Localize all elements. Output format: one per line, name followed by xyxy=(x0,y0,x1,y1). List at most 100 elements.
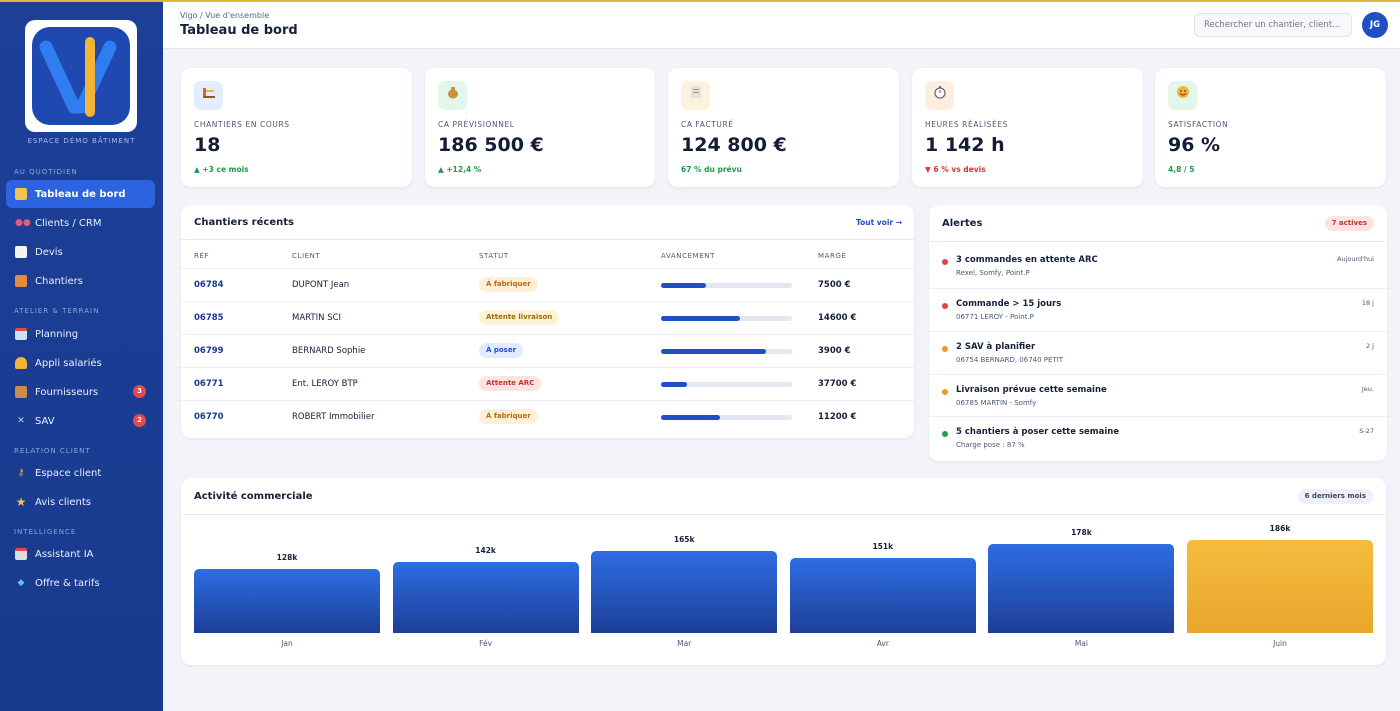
smile-icon xyxy=(1168,81,1197,110)
chart-bar-avr[interactable] xyxy=(789,557,976,633)
client-cell: MARTIN SCI xyxy=(292,313,342,323)
kpi-card: CA PRÉVISIONNEL 186 500 € ▲ +12,4 % xyxy=(425,68,655,187)
search-input[interactable] xyxy=(1194,13,1352,37)
progress-bar xyxy=(661,316,792,321)
progress-bar xyxy=(661,283,792,288)
construction-icon xyxy=(15,275,27,287)
chart-bar-mai[interactable] xyxy=(988,544,1175,633)
card-title: Activité commerciale xyxy=(194,491,313,502)
status-dot xyxy=(942,303,948,309)
period-badge[interactable]: 6 derniers mois xyxy=(1297,489,1373,504)
sidebar-item-label: Clients / CRM xyxy=(35,217,102,229)
kpi-card: CHANTIERS EN COURS 18 ▲ +3 ce mois xyxy=(181,68,412,187)
sidebar-item-avis-clients[interactable]: ★ Avis clients xyxy=(6,488,155,516)
card-title: Alertes xyxy=(942,218,983,229)
calendar-icon xyxy=(15,328,27,340)
table-row[interactable]: 06784 DUPONT Jean À fabriquer 7500 € xyxy=(181,268,914,301)
alert-item[interactable]: Commande > 15 jours 06771 LEROY - Point.… xyxy=(929,288,1387,331)
alert-detail: 06771 LEROY - Point.P xyxy=(956,313,1034,321)
section-label: RELATION CLIENT xyxy=(14,447,91,455)
alert-time: 18 j xyxy=(1361,299,1374,307)
sidebar-item-sav[interactable]: ✕ SAV 2 xyxy=(6,407,155,435)
sidebar-item-label: Chantiers xyxy=(35,275,83,287)
kpi-label: HEURES RÉALISÉES xyxy=(925,120,1009,129)
invoice-icon xyxy=(681,81,710,110)
logo-mark-icon xyxy=(32,27,130,125)
star-icon: ★ xyxy=(15,495,27,509)
sidebar-item-assistant-ia[interactable]: Assistant IA xyxy=(6,540,155,568)
status-badge: Attente livraison xyxy=(479,310,560,325)
section-label: AU QUOTIDIEN xyxy=(14,168,78,176)
view-all-link[interactable]: Tout voir → xyxy=(855,218,902,227)
bar-value-label: 165k xyxy=(673,534,695,544)
sidebar-item-devis[interactable]: Devis xyxy=(6,238,155,266)
activity-bar-chart: 128k Jan 142k Fév 165k Mar 151k Avr 178k Mai 186k J… xyxy=(181,514,1386,665)
chart-bar-mar[interactable] xyxy=(591,550,778,633)
bar-value-label: 142k xyxy=(475,546,496,555)
x-axis-tick-label: Avr xyxy=(876,639,889,648)
sidebar-item-espace-client[interactable]: ⚷ Espace client xyxy=(6,459,155,487)
alert-item[interactable]: 5 chantiers à poser cette semaine Charge… xyxy=(929,416,1387,459)
chart-bar-juin[interactable] xyxy=(1187,540,1373,633)
chart-bar-fév[interactable] xyxy=(392,562,579,633)
ref-cell[interactable]: 06785 xyxy=(194,313,224,323)
ref-cell[interactable]: 06784 xyxy=(194,280,224,290)
kpi-label: CA PRÉVISIONNEL xyxy=(438,120,515,129)
alert-item[interactable]: Livraison prévue cette semaine 06785 MAR… xyxy=(929,374,1387,417)
sidebar-item-fournisseurs[interactable]: Fournisseurs 3 xyxy=(6,378,155,406)
alert-item[interactable]: 3 commandes en attente ARC Rexel, Somfy,… xyxy=(929,245,1387,288)
alert-detail: 06785 MARTIN - Somfy xyxy=(956,399,1037,407)
sidebar-item-chantiers[interactable]: Chantiers xyxy=(6,267,155,295)
column-header[interactable]: CLIENT xyxy=(292,252,321,260)
ref-cell[interactable]: 06799 xyxy=(194,346,224,356)
kpi-value: 124 800 € xyxy=(681,134,787,156)
margin-cell: 14600 € xyxy=(818,313,857,323)
status-badge: À fabriquer xyxy=(479,409,538,424)
ref-cell[interactable]: 06770 xyxy=(194,412,224,422)
alert-detail: 06754 BERNARD, 06740 PETIT xyxy=(956,356,1064,364)
sidebar-item-clients-crm[interactable]: ●● Clients / CRM xyxy=(6,209,155,237)
key-icon: ⚷ xyxy=(17,468,25,478)
sidebar-item-planning[interactable]: Planning xyxy=(6,320,155,348)
sidebar-item-tableau-de-bord[interactable]: Tableau de bord xyxy=(6,180,155,208)
sidebar: ESPACE DÉMO BÂTIMENT AU QUOTIDIEN Tablea… xyxy=(0,0,163,711)
sidebar-item-label: Espace client xyxy=(35,467,102,479)
progress-fill xyxy=(661,316,740,321)
column-header[interactable]: STATUT xyxy=(479,252,509,260)
table-row[interactable]: 06770 ROBERT Immobilier À fabriquer 1120… xyxy=(181,400,914,433)
sidebar-item-label: Assistant IA xyxy=(35,548,94,560)
notification-badge: 3 xyxy=(133,385,146,398)
column-header[interactable]: RÉF xyxy=(194,252,210,260)
chart-bar-jan[interactable] xyxy=(194,569,380,633)
table-row[interactable]: 06771 Ent. LEROY BTP Attente ARC 37700 € xyxy=(181,367,914,400)
column-header[interactable]: MARGE xyxy=(818,252,847,260)
client-cell: Ent. LEROY BTP xyxy=(292,379,358,389)
alert-item[interactable]: 2 SAV à planifier 06754 BERNARD, 06740 P… xyxy=(929,331,1387,374)
sidebar-item-offre-tarifs[interactable]: ◆ Offre & tarifs xyxy=(6,569,155,597)
bar-value-label: 128k xyxy=(276,553,298,562)
sidebar-item-label: SAV xyxy=(35,415,55,427)
table-row[interactable]: 06785 MARTIN SCI Attente livraison 14600… xyxy=(181,301,914,334)
bar-chart-icon xyxy=(15,188,27,200)
client-cell: ROBERT Immobilier xyxy=(292,412,375,422)
sidebar-item-appli-salaries[interactable]: Appli salariés xyxy=(6,349,155,377)
table-row[interactable]: 06799 BERNARD Sophie À poser 3900 € xyxy=(181,334,914,367)
status-dot xyxy=(942,259,948,265)
robot-icon xyxy=(15,548,27,560)
ref-cell[interactable]: 06771 xyxy=(194,379,224,389)
logo[interactable] xyxy=(25,20,137,132)
x-axis-tick-label: Mai xyxy=(1074,639,1088,648)
progress-bar xyxy=(661,349,792,354)
margin-cell: 37700 € xyxy=(818,379,857,389)
kpi-card: HEURES RÉALISÉES 1 142 h ▼ 6 % vs devis xyxy=(912,68,1143,187)
progress-fill xyxy=(661,283,706,288)
avatar[interactable]: JG xyxy=(1362,12,1388,38)
alert-title: 3 commandes en attente ARC xyxy=(956,255,1098,265)
sidebar-item-label: Avis clients xyxy=(35,496,92,508)
status-dot xyxy=(942,389,948,395)
x-axis-tick-label: Jan xyxy=(281,639,293,648)
column-header[interactable]: AVANCEMENT xyxy=(661,252,715,260)
breadcrumb[interactable]: Vigo / Vue d'ensemble xyxy=(180,11,270,20)
kpi-value: 1 142 h xyxy=(925,134,1005,156)
x-axis-tick-label: Fév xyxy=(479,639,493,648)
